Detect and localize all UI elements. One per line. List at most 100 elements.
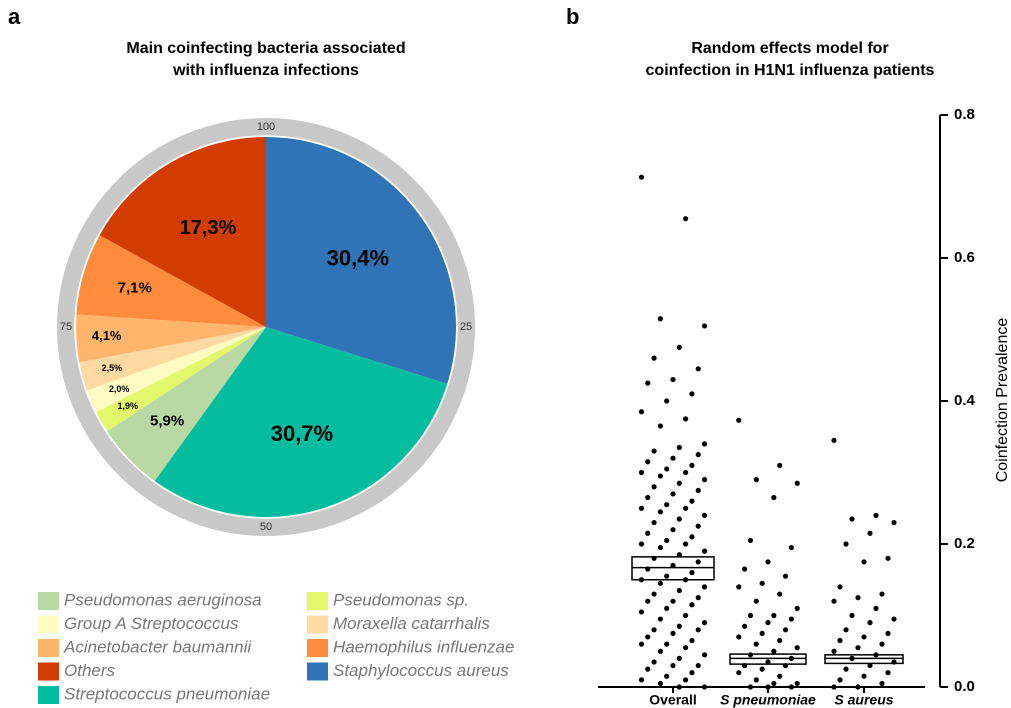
data-point bbox=[651, 627, 657, 633]
data-point bbox=[670, 598, 676, 604]
data-point bbox=[645, 666, 651, 672]
data-point bbox=[645, 494, 651, 501]
data-point bbox=[765, 684, 771, 690]
data-point bbox=[689, 637, 695, 644]
legend-label: Streptococcus pneumoniae bbox=[64, 684, 270, 703]
data-point bbox=[837, 584, 843, 590]
data-point bbox=[695, 595, 701, 601]
legend-swatch bbox=[307, 639, 328, 657]
data-point bbox=[771, 612, 777, 619]
data-point bbox=[843, 666, 849, 672]
data-point bbox=[683, 216, 689, 222]
data-point bbox=[664, 641, 670, 647]
pie-slice bbox=[107, 327, 267, 481]
pie-slice bbox=[79, 327, 267, 391]
data-point bbox=[683, 469, 689, 476]
data-point bbox=[664, 537, 670, 544]
x-tick-label: S aureus bbox=[834, 692, 893, 708]
data-point bbox=[701, 584, 708, 590]
data-point bbox=[794, 480, 800, 486]
chart-title: coinfection in H1N1 influenza patients bbox=[646, 62, 935, 79]
data-label: 2,5% bbox=[102, 363, 123, 373]
data-point bbox=[695, 487, 701, 493]
data-point bbox=[676, 480, 682, 486]
data-point bbox=[676, 552, 682, 558]
data-point bbox=[695, 452, 701, 458]
legend-label: Haemophilus influenzae bbox=[333, 637, 514, 656]
ring-tick-label: 25 bbox=[460, 321, 472, 333]
data-point bbox=[831, 684, 837, 690]
data-label: 17,3% bbox=[180, 217, 237, 239]
data-point bbox=[664, 605, 670, 611]
data-point bbox=[747, 537, 754, 544]
data-point bbox=[695, 523, 701, 529]
data-point bbox=[651, 659, 657, 665]
data-point bbox=[879, 641, 885, 647]
data-point bbox=[701, 477, 708, 483]
data-point bbox=[651, 519, 657, 526]
data-point bbox=[777, 637, 783, 644]
data-point bbox=[657, 580, 663, 586]
data-point bbox=[879, 680, 885, 687]
pie-slice bbox=[76, 314, 267, 363]
data-point bbox=[782, 662, 789, 669]
chart-title: with influenza infections bbox=[172, 62, 359, 79]
data-point bbox=[843, 541, 849, 547]
data-point bbox=[753, 477, 759, 483]
data-point bbox=[645, 598, 651, 604]
data-label: 30,7% bbox=[271, 421, 333, 446]
data-point bbox=[676, 684, 682, 690]
data-point bbox=[736, 670, 742, 676]
data-point bbox=[657, 473, 663, 479]
data-point bbox=[664, 673, 670, 679]
data-point bbox=[701, 548, 708, 554]
data-point bbox=[701, 684, 708, 690]
data-point bbox=[782, 573, 789, 579]
data-point bbox=[689, 570, 695, 576]
data-point bbox=[676, 587, 682, 594]
data-point bbox=[638, 609, 645, 615]
data-point bbox=[855, 645, 861, 651]
data-point bbox=[885, 670, 891, 676]
data-point bbox=[843, 627, 849, 633]
data-point bbox=[753, 598, 759, 604]
data-point bbox=[885, 630, 891, 636]
data-point bbox=[759, 580, 765, 586]
data-point bbox=[849, 516, 855, 522]
data-point bbox=[683, 505, 689, 511]
data-point bbox=[645, 530, 651, 536]
data-point bbox=[873, 512, 879, 519]
legend-swatch bbox=[38, 662, 59, 681]
data-point bbox=[695, 662, 701, 669]
data-label: 1,9% bbox=[117, 401, 138, 411]
data-point bbox=[794, 645, 800, 651]
data-point bbox=[645, 380, 651, 386]
data-point bbox=[670, 630, 676, 636]
data-point bbox=[689, 534, 695, 540]
data-label: 5,9% bbox=[150, 413, 184, 430]
data-point bbox=[689, 462, 695, 468]
data-point bbox=[651, 484, 657, 490]
data-point bbox=[759, 666, 765, 672]
data-point bbox=[831, 648, 837, 654]
data-point bbox=[837, 637, 843, 644]
data-point bbox=[638, 174, 645, 180]
data-point bbox=[771, 680, 777, 687]
data-point bbox=[670, 562, 676, 569]
data-point bbox=[645, 459, 651, 465]
data-point bbox=[676, 344, 682, 350]
data-point bbox=[676, 623, 682, 629]
data-point bbox=[676, 516, 682, 522]
data-point bbox=[683, 541, 689, 547]
data-point bbox=[873, 605, 879, 611]
legend-swatch bbox=[38, 615, 59, 634]
data-point bbox=[701, 512, 708, 519]
data-point bbox=[695, 366, 701, 372]
data-point bbox=[638, 577, 645, 583]
data-point bbox=[794, 605, 800, 611]
pie-slice bbox=[266, 137, 457, 384]
data-point bbox=[657, 680, 663, 687]
data-point bbox=[788, 684, 794, 690]
data-point bbox=[861, 634, 867, 640]
